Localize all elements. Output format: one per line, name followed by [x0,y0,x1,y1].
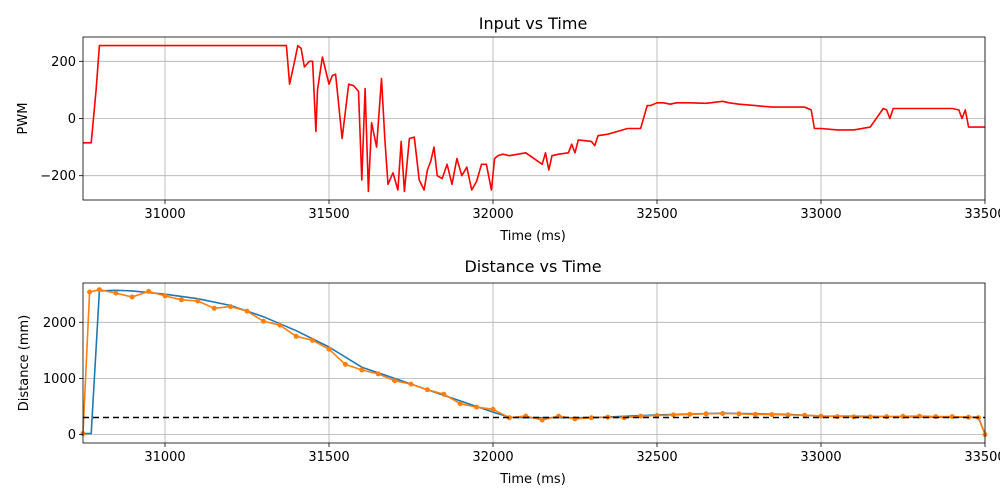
x-tick-label: 32000 [472,207,513,222]
data-point [441,391,447,397]
data-point [785,412,791,418]
chart-title: Input vs Time [479,14,588,33]
y-tick-label: 0 [68,112,76,127]
y-tick-label: 200 [51,55,76,70]
data-point [884,414,890,420]
data-point [802,412,808,418]
x-tick-label: 33000 [800,450,841,465]
data-point [769,412,775,418]
y-tick-label: 2000 [43,316,76,331]
gridlines [83,37,986,200]
data-point [244,308,250,314]
plot-area [83,44,985,193]
distance-vs-time-chart: Distance vs Time 31000 31500 32000 32500 330… [17,257,1000,487]
y-tick-label: 0 [68,428,76,443]
data-point [195,298,201,304]
series-line [83,44,985,193]
data-point [506,415,512,421]
y-axis-label: Distance (mm) [17,315,32,411]
data-point [87,289,93,295]
chart-title: Distance vs Time [464,257,601,276]
data-point [260,318,266,324]
y-tick-label: 1000 [43,372,76,387]
data-point [457,401,463,407]
series-line [82,288,986,435]
input-vs-time-chart: Input vs Time 31000 31500 32000 32500 33000 3… [16,14,1000,244]
x-tick-label: 32000 [472,450,513,465]
data-point [752,411,758,417]
data-point [113,290,119,296]
x-axis-label: Time (ms) [499,229,566,244]
x-axis-label: Time (ms) [499,472,566,487]
y-axis-ticks: 0 1000 2000 [43,316,83,443]
data-point [949,414,955,420]
y-axis-ticks: −200 0 200 [40,55,83,184]
x-tick-label: 31000 [144,450,185,465]
y-axis-label: PWM [16,103,31,135]
series-line [83,289,986,435]
gridlines [83,283,986,443]
data-point [342,361,348,367]
data-point [720,411,726,416]
plot-area [80,287,988,438]
data-point [277,322,283,328]
data-point [638,413,644,419]
data-point [490,406,496,412]
y-tick-label: −200 [40,169,76,184]
data-point [326,346,332,352]
data-point [703,411,709,417]
data-point [670,412,676,418]
data-point [359,367,365,373]
data-point [129,294,135,300]
data-point [424,387,430,393]
data-point [834,414,840,420]
data-point [293,333,299,339]
data-point [474,404,480,410]
axes-frame [82,282,986,444]
data-point [228,304,234,310]
data-point [375,371,381,377]
data-point [96,287,102,293]
data-point [408,381,414,387]
data-point [178,297,184,303]
x-tick-label: 31500 [308,207,349,222]
data-point [588,415,594,421]
x-tick-label: 32500 [636,450,677,465]
data-point [687,411,693,417]
data-point [211,305,217,311]
data-point [310,337,316,343]
data-point [539,417,545,423]
x-tick-label: 32500 [636,207,677,222]
x-tick-label: 33000 [800,207,841,222]
data-point [818,413,824,419]
data-point [933,414,939,420]
x-tick-label: 31000 [144,207,185,222]
data-point [162,293,168,299]
data-point [146,288,152,294]
data-point [392,378,398,384]
data-point [736,411,742,417]
x-tick-label: 31500 [308,450,349,465]
